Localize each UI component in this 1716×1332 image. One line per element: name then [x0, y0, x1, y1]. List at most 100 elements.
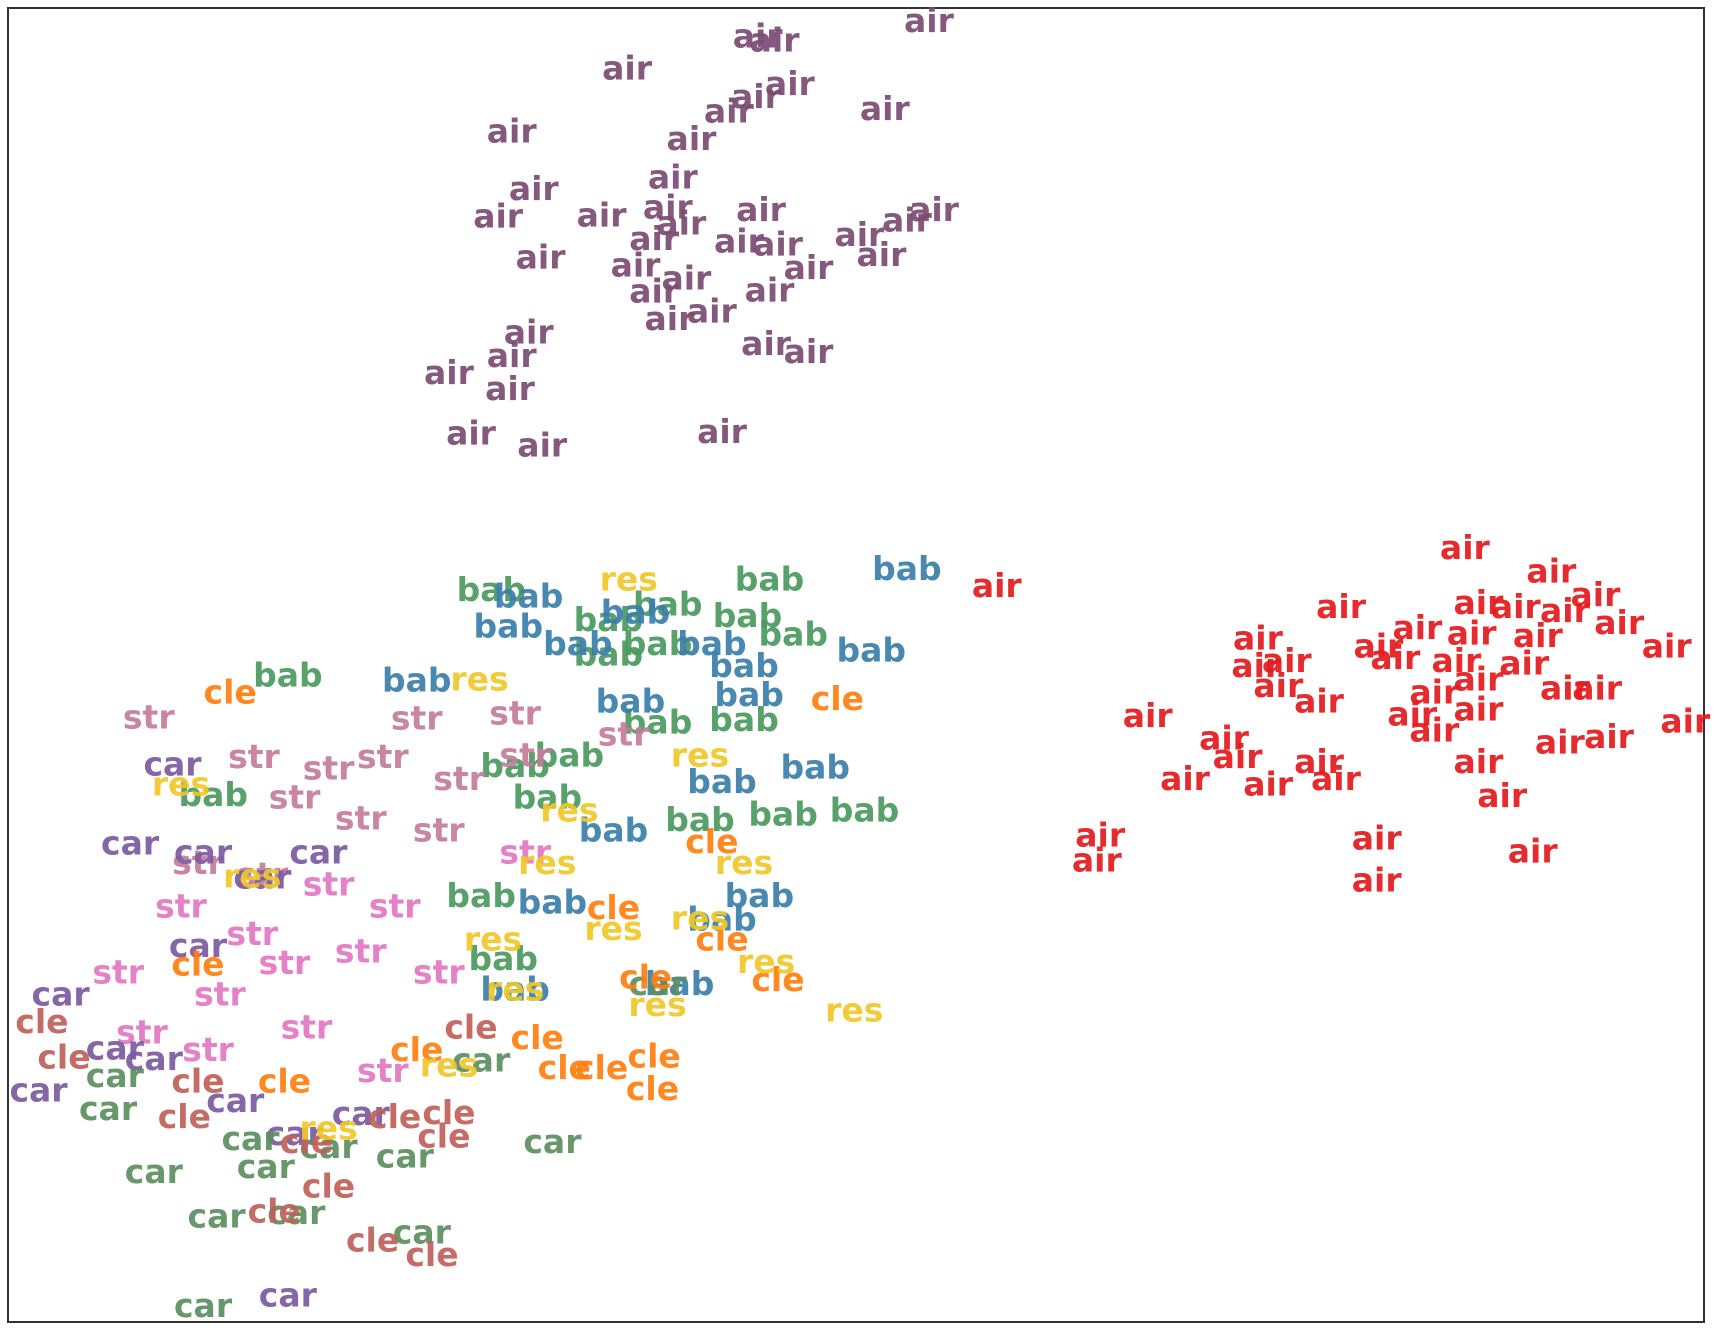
point-label: bab	[457, 570, 527, 609]
point-label: air	[1660, 701, 1711, 740]
point-label: air	[1231, 646, 1282, 685]
point-label: air	[784, 332, 835, 371]
point-label: str	[357, 737, 409, 776]
point-label: cle	[587, 888, 640, 927]
point-label: air	[473, 197, 524, 236]
point-label: str	[182, 1030, 234, 1069]
point-label: cle	[171, 1061, 224, 1100]
point-label: air	[577, 195, 628, 234]
point-label: bab	[677, 624, 747, 663]
point-label: cle	[37, 1038, 90, 1077]
point-label: air	[1352, 818, 1403, 857]
point-label: air	[1454, 659, 1505, 698]
point-label: bab	[687, 900, 757, 939]
point-label: car	[174, 833, 233, 872]
point-label: air	[745, 270, 796, 309]
plot-frame	[7, 7, 1705, 1323]
point-label: cle	[538, 1048, 591, 1087]
point-label: car	[629, 964, 688, 1003]
point-label: air	[602, 48, 653, 87]
point-label: bab	[596, 682, 666, 721]
point-label: air	[1072, 841, 1123, 880]
point-label: car	[267, 1193, 326, 1232]
point-label: air	[736, 190, 787, 229]
point-label: bab	[480, 746, 550, 785]
point-label: air	[611, 245, 662, 284]
point-label: str	[499, 833, 551, 872]
point-label: cle	[422, 1093, 475, 1132]
point-label: cle	[628, 1036, 681, 1075]
point-label: air	[1353, 626, 1404, 665]
point-label: cle	[171, 944, 224, 983]
point-label: bab	[837, 630, 907, 669]
point-label: air	[1213, 737, 1264, 776]
point-label: str	[226, 914, 278, 953]
point-label: air	[1294, 742, 1345, 781]
point-label: car	[452, 1040, 511, 1079]
point-label: air	[1572, 668, 1623, 707]
point-label: cle	[444, 1007, 497, 1046]
point-label: air	[1199, 718, 1250, 757]
point-label: str	[116, 1013, 168, 1052]
point-label: air	[645, 299, 696, 338]
point-label: bab	[748, 795, 818, 834]
point-label: car	[237, 1147, 296, 1186]
point-label: cle	[417, 1117, 470, 1156]
point-label: car	[289, 833, 348, 872]
point-label: res	[715, 843, 773, 882]
point-label: air	[648, 157, 699, 196]
point-label: cle	[511, 1018, 564, 1057]
point-label: air	[1584, 717, 1635, 756]
point-label: air	[656, 203, 707, 242]
point-label: res	[600, 559, 658, 598]
point-label: car	[79, 1089, 138, 1128]
point-label: air	[714, 222, 765, 261]
point-label: air	[909, 190, 960, 229]
point-label: bab	[178, 775, 248, 814]
point-label: bab	[513, 778, 583, 817]
point-label: car	[86, 1056, 145, 1095]
point-label: cle	[15, 1002, 68, 1041]
point-label: air	[1316, 587, 1367, 626]
point-label: str	[237, 855, 289, 894]
point-label: car	[299, 1127, 358, 1166]
point-label: cle	[811, 679, 864, 718]
point-label: air	[1642, 626, 1693, 665]
point-label: bab	[474, 607, 544, 646]
point-label: air	[765, 64, 816, 103]
point-label: air	[446, 414, 497, 453]
point-label: car	[86, 1029, 145, 1068]
point-label: str	[155, 887, 207, 926]
point-label: bab	[382, 661, 452, 700]
point-label: bab	[709, 646, 779, 685]
point-label: air	[1540, 668, 1591, 707]
point-label: cle	[204, 672, 257, 711]
point-label: air	[504, 312, 555, 351]
point-label: bab	[623, 624, 693, 663]
point-label: bab	[714, 675, 784, 714]
point-label: car	[169, 926, 228, 965]
point-label: air	[857, 235, 908, 274]
point-label: str	[413, 810, 465, 849]
point-label: bab	[494, 576, 564, 615]
point-label: air	[424, 353, 475, 392]
point-label: air	[667, 119, 718, 158]
point-label: bab	[735, 559, 805, 598]
point-label: str	[228, 737, 280, 776]
point-label: cle	[390, 1030, 443, 1069]
point-label: bab	[665, 800, 735, 839]
point-label: bab	[518, 883, 588, 922]
point-label: air	[750, 21, 801, 60]
point-label: air	[1409, 672, 1460, 711]
point-label: air	[1233, 619, 1284, 658]
point-label: str	[598, 714, 650, 753]
point-label: air	[643, 188, 694, 227]
point-label: air	[882, 201, 933, 240]
point-label: bab	[574, 634, 644, 673]
point-label: air	[1160, 759, 1211, 798]
point-label: car	[393, 1212, 452, 1251]
point-label: air	[1431, 641, 1482, 680]
point-label: bab	[713, 596, 783, 635]
point-label: air	[1454, 689, 1505, 728]
